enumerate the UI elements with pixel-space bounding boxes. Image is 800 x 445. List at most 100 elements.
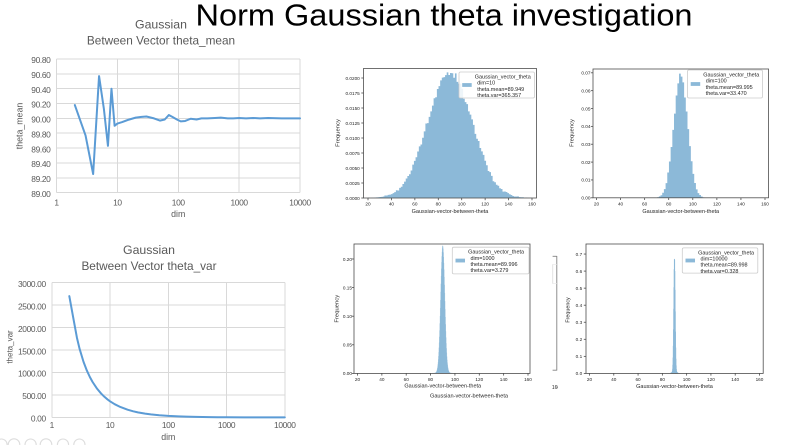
svg-text:0.0025: 0.0025 <box>345 181 360 186</box>
svg-text:dim=10000: dim=10000 <box>701 257 728 263</box>
svg-text:0.0100: 0.0100 <box>345 136 360 141</box>
svg-text:0.00: 0.00 <box>343 371 353 376</box>
svg-text:theta.mean=89.998: theta.mean=89.998 <box>701 263 748 269</box>
svg-text:0.01: 0.01 <box>581 178 591 183</box>
svg-text:120: 120 <box>481 202 489 207</box>
svg-text:100: 100 <box>451 377 459 382</box>
svg-text:10000: 10000 <box>274 420 296 430</box>
svg-text:0.0: 0.0 <box>576 371 583 376</box>
svg-text:Gaussian: Gaussian <box>135 18 187 32</box>
svg-text:Gaussian_vector_theta: Gaussian_vector_theta <box>703 72 760 78</box>
svg-text:20: 20 <box>587 377 593 382</box>
svg-text:theta_mean: theta_mean <box>15 103 25 150</box>
svg-text:20: 20 <box>594 202 600 207</box>
svg-text:40: 40 <box>379 377 385 382</box>
svg-text:90.20: 90.20 <box>31 100 51 110</box>
svg-text:1000: 1000 <box>218 420 236 430</box>
svg-text:90.60: 90.60 <box>31 70 51 80</box>
svg-text:0.15: 0.15 <box>343 285 353 290</box>
svg-text:0.0050: 0.0050 <box>345 166 360 171</box>
svg-text:Gaussian-vector-between-theta: Gaussian-vector-between-theta <box>642 209 720 215</box>
svg-text:0.00: 0.00 <box>581 196 591 201</box>
svg-text:60: 60 <box>412 202 418 207</box>
svg-text:0.0200: 0.0200 <box>345 76 360 81</box>
svg-text:0.0000: 0.0000 <box>345 196 360 201</box>
svg-text:dim: dim <box>171 209 185 219</box>
svg-text:Between Vector theta_mean: Between Vector theta_mean <box>87 34 235 48</box>
svg-text:2500.00: 2500.00 <box>18 301 47 311</box>
svg-text:0.05: 0.05 <box>581 106 591 111</box>
svg-text:10: 10 <box>113 197 122 207</box>
svg-text:0.06: 0.06 <box>581 88 591 93</box>
svg-text:89.80: 89.80 <box>31 129 51 139</box>
svg-text:dim: dim <box>161 432 175 442</box>
svg-text:theta.mean=89.996: theta.mean=89.996 <box>471 262 518 268</box>
svg-text:80: 80 <box>666 202 672 207</box>
svg-text:0.00: 0.00 <box>31 414 47 424</box>
svg-text:Gaussian: Gaussian <box>123 243 175 257</box>
svg-text:140: 140 <box>505 202 513 207</box>
svg-text:1: 1 <box>54 197 59 207</box>
svg-text:0.3: 0.3 <box>576 320 583 325</box>
svg-text:0.0175: 0.0175 <box>345 91 360 96</box>
svg-text:dim=10: dim=10 <box>477 81 495 87</box>
svg-text:500.00: 500.00 <box>22 391 46 401</box>
svg-text:Gaussian-vector-between-theta: Gaussian-vector-between-theta <box>430 394 509 400</box>
svg-text:3000.00: 3000.00 <box>18 279 47 289</box>
svg-text:100: 100 <box>689 202 697 207</box>
svg-text:40: 40 <box>389 202 395 207</box>
svg-text:0.5: 0.5 <box>576 286 583 291</box>
svg-text:90.80: 90.80 <box>31 55 51 65</box>
svg-text:0.03: 0.03 <box>581 142 591 147</box>
svg-text:1000.00: 1000.00 <box>18 369 47 379</box>
svg-text:Frequency: Frequency <box>336 119 342 147</box>
svg-text:89.00: 89.00 <box>31 189 51 199</box>
svg-text:89.20: 89.20 <box>31 174 51 184</box>
svg-text:Norm Gaussian theta investigat: Norm Gaussian theta investigation <box>196 0 693 33</box>
svg-text:100: 100 <box>172 197 186 207</box>
svg-text:140: 140 <box>731 377 739 382</box>
svg-text:140: 140 <box>500 377 508 382</box>
svg-text:theta.var=3.279: theta.var=3.279 <box>471 268 509 274</box>
svg-text:80: 80 <box>436 202 442 207</box>
svg-text:100: 100 <box>683 377 691 382</box>
svg-text:1000: 1000 <box>231 197 249 207</box>
svg-text:60: 60 <box>404 377 410 382</box>
svg-text:0.10: 0.10 <box>343 314 353 319</box>
svg-text:Gaussian_vector_theta: Gaussian_vector_theta <box>698 250 755 256</box>
svg-text:Frequency: Frequency <box>335 295 341 323</box>
svg-text:theta.var=365.357: theta.var=365.357 <box>477 93 521 99</box>
svg-text:160: 160 <box>528 202 536 207</box>
svg-text:89.40: 89.40 <box>31 159 51 169</box>
svg-text:140: 140 <box>737 202 745 207</box>
svg-text:160: 160 <box>756 377 764 382</box>
svg-text:Gaussian_vector_theta: Gaussian_vector_theta <box>475 74 532 80</box>
svg-text:Gaussian-vector-between-theta: Gaussian-vector-between-theta <box>404 383 482 389</box>
svg-text:0.07: 0.07 <box>581 71 591 76</box>
svg-text:Frequency: Frequency <box>570 119 576 147</box>
svg-text:60: 60 <box>642 202 648 207</box>
svg-text:theta.mean=89.995: theta.mean=89.995 <box>706 85 753 91</box>
svg-text:dim=1000: dim=1000 <box>471 256 495 262</box>
svg-text:0.20: 0.20 <box>343 257 353 262</box>
svg-text:0.04: 0.04 <box>581 124 591 129</box>
svg-text:90.40: 90.40 <box>31 85 51 95</box>
svg-text:10: 10 <box>106 420 115 430</box>
svg-text:160: 160 <box>761 202 769 207</box>
svg-text:0.4: 0.4 <box>576 303 583 308</box>
svg-text:20: 20 <box>355 377 361 382</box>
svg-text:0.7: 0.7 <box>576 252 583 257</box>
svg-text:90.00: 90.00 <box>31 115 51 125</box>
svg-text:1500.00: 1500.00 <box>18 346 47 356</box>
svg-text:160: 160 <box>552 385 561 391</box>
svg-text:theta_var: theta_var <box>5 330 14 364</box>
svg-text:0.0150: 0.0150 <box>345 106 360 111</box>
svg-text:100: 100 <box>162 420 176 430</box>
svg-text:0.1: 0.1 <box>576 354 583 359</box>
svg-text:40: 40 <box>611 377 617 382</box>
svg-text:120: 120 <box>713 202 721 207</box>
svg-text:Between Vector theta_var: Between Vector theta_var <box>81 259 216 273</box>
svg-text:dim=100: dim=100 <box>706 79 727 85</box>
svg-text:Gaussian-vector-between-theta: Gaussian-vector-between-theta <box>636 384 714 390</box>
svg-text:89.60: 89.60 <box>31 144 51 154</box>
